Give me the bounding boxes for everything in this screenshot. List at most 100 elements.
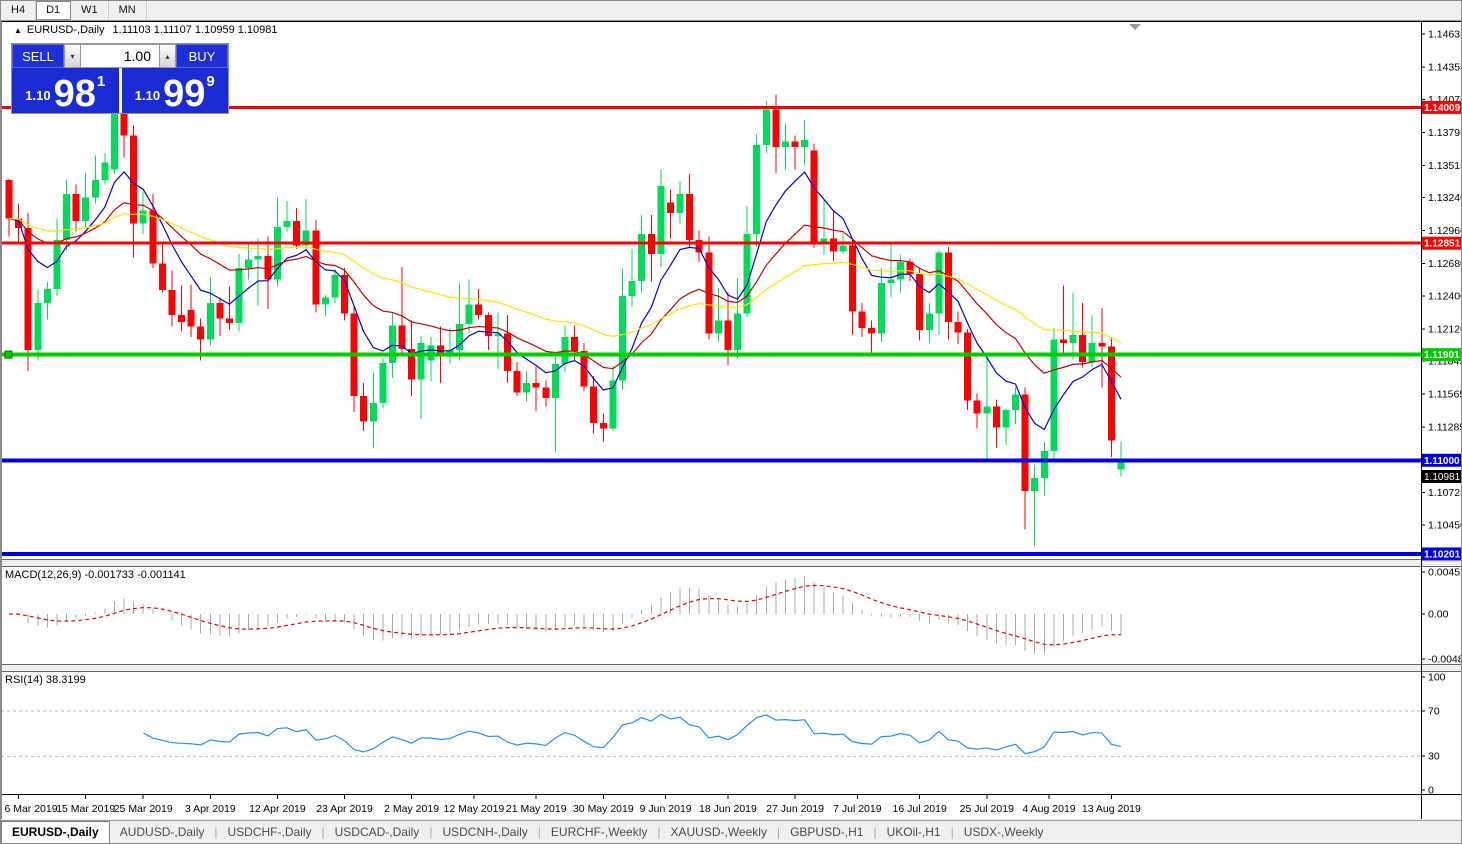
price-axis-tick: 1.12400 bbox=[1428, 291, 1462, 303]
volume-increase-icon[interactable]: ▴ bbox=[159, 44, 176, 68]
buy-price[interactable]: 1.10 99 9 bbox=[122, 68, 229, 113]
price-axis: 1.146351.143551.140751.137951.135151.132… bbox=[1421, 29, 1462, 561]
sell-price-big: 98 bbox=[53, 72, 96, 115]
ma-line-fast bbox=[8, 170, 1122, 431]
price-line-label-box bbox=[1422, 453, 1461, 467]
collapse-arrow-icon[interactable]: ▲ bbox=[14, 26, 22, 35]
chart-tab-usdcad-daily[interactable]: USDCAD-,Daily bbox=[334, 825, 420, 839]
rsi-axis-tick: 0 bbox=[1428, 785, 1434, 797]
hline-handle[interactable] bbox=[4, 350, 13, 359]
macd-histogram bbox=[18, 576, 1122, 655]
chart-canvas[interactable]: 1.146351.143551.140751.137951.135151.132… bbox=[1, 1, 1462, 823]
timeframe-button-h4[interactable]: H4 bbox=[1, 1, 37, 20]
volume-input[interactable] bbox=[81, 44, 159, 68]
price-axis-tick: 1.10450 bbox=[1428, 519, 1462, 531]
buy-price-prefix: 1.10 bbox=[134, 88, 161, 103]
date-axis-label: 9 Jun 2019 bbox=[640, 803, 692, 815]
chart-tab-usdcnh-daily[interactable]: USDCNH-,Daily bbox=[442, 825, 528, 839]
tab-separator: | bbox=[776, 825, 781, 839]
volume-decrease-icon[interactable]: ▾ bbox=[64, 44, 81, 68]
sell-button[interactable]: SELL bbox=[12, 44, 64, 68]
candles bbox=[5, 63, 1125, 546]
chart-tab-eurchf-weekly[interactable]: EURCHF-,Weekly bbox=[550, 825, 648, 839]
price-line-label-box bbox=[1422, 547, 1461, 561]
timeframe-toolbar: H4 D1 W1 MN bbox=[1, 1, 1461, 21]
chart-tab-audusd-daily[interactable]: AUDUSD-,Daily bbox=[119, 825, 205, 839]
date-axis-label: 23 Apr 2019 bbox=[316, 803, 373, 815]
price-line-label: 1.11901 bbox=[1424, 350, 1460, 361]
price-axis-tick: 1.10725 bbox=[1428, 487, 1462, 499]
sell-price[interactable]: 1.10 98 1 bbox=[12, 68, 119, 113]
date-axis-label: 15 Mar 2019 bbox=[56, 803, 115, 815]
macd-axis-tick: 0.00 bbox=[1428, 609, 1449, 621]
price-divider bbox=[118, 68, 122, 113]
chart-tab-bar: EURUSD-,Daily AUDUSD-,Daily | USDCHF-,Daily… bbox=[1, 820, 1461, 843]
chart-tab-usdx-weekly[interactable]: USDX-,Weekly bbox=[963, 825, 1044, 839]
ma-line-slow bbox=[8, 213, 1122, 344]
price-line-label-box bbox=[1422, 348, 1461, 362]
price-line-label: 1.11000 bbox=[1424, 456, 1460, 467]
tab-separator: | bbox=[214, 825, 218, 839]
tab-separator: | bbox=[537, 825, 541, 839]
rsi-axis-tick: 70 bbox=[1428, 706, 1440, 718]
sell-price-prefix: 1.10 bbox=[25, 88, 51, 103]
buy-price-big: 99 bbox=[163, 72, 206, 115]
price-line-label: 1.12851 bbox=[1424, 239, 1461, 250]
rsi-axis-tick: 30 bbox=[1428, 751, 1440, 763]
scroll-to-end-marker[interactable] bbox=[1129, 24, 1141, 30]
timeframe-button-d1[interactable]: D1 bbox=[36, 1, 72, 20]
date-axis-label: 25 Jul 2019 bbox=[960, 803, 1014, 815]
date-axis-label: 7 Jul 2019 bbox=[833, 803, 882, 815]
price-line-label-box bbox=[1422, 236, 1461, 250]
rsi-axis-tick: 100 bbox=[1428, 672, 1446, 684]
macd-indicator-label: MACD(12,26,9) -0.001733 -0.001141 bbox=[5, 569, 186, 581]
price-axis-tick: 1.13795 bbox=[1428, 127, 1462, 139]
panel-splitter[interactable] bbox=[1, 664, 1462, 671]
date-axis-label: 25 Mar 2019 bbox=[114, 803, 173, 815]
date-axis-label: 18 Jun 2019 bbox=[699, 803, 757, 815]
chart-tab-gbpusd-h1[interactable]: GBPUSD-,H1 bbox=[790, 825, 864, 839]
current-price-label-box bbox=[1422, 470, 1461, 484]
ma-line-medium bbox=[8, 202, 1122, 378]
price-axis-tick: 1.12680 bbox=[1428, 258, 1462, 270]
chart-title: ▲ EURUSD-,Daily 1.11103 1.11107 1.10959 1.… bbox=[14, 24, 278, 36]
one-click-trading-panel: SELL ▾ ▴ BUY 1.10 98 1 1.10 99 9 bbox=[11, 43, 229, 114]
sell-price-pip: 1 bbox=[96, 73, 106, 90]
macd-axis-tick: 0.004517 bbox=[1428, 567, 1462, 579]
date-axis-label: 12 Apr 2019 bbox=[249, 803, 306, 815]
macd-axis-tick: -0.004806 bbox=[1428, 654, 1462, 666]
panel-splitter[interactable] bbox=[1, 559, 1462, 566]
price-axis-tick: 1.12120 bbox=[1428, 323, 1462, 335]
rsi-indicator-label: RSI(14) 38.3199 bbox=[5, 674, 86, 686]
price-line-label: 1.10201 bbox=[1424, 549, 1461, 560]
price-axis-tick: 1.13240 bbox=[1428, 192, 1462, 204]
tab-separator: | bbox=[657, 825, 661, 839]
date-axis-label: 21 May 2019 bbox=[506, 803, 567, 815]
chart-tab-xauusd-weekly[interactable]: XAUUSD-,Weekly bbox=[670, 825, 767, 839]
date-axis-label: 2 May 2019 bbox=[384, 803, 439, 815]
timeframe-button-w1[interactable]: W1 bbox=[71, 1, 109, 20]
tab-separator: | bbox=[950, 825, 954, 839]
date-axis-label: 4 Aug 2019 bbox=[1023, 803, 1076, 815]
chart-ohlc-values: 1.11103 1.11107 1.10959 1.10981 bbox=[112, 24, 278, 36]
date-axis-label: 27 Jun 2019 bbox=[766, 803, 824, 815]
chart-tab-usdchf-daily[interactable]: USDCHF-,Daily bbox=[227, 825, 312, 839]
macd-signal-line bbox=[8, 584, 1121, 646]
price-line-label: 1.14009 bbox=[1424, 103, 1461, 114]
timeframe-button-mn[interactable]: MN bbox=[109, 1, 147, 20]
current-price-label: 1.10981 bbox=[1424, 472, 1461, 483]
chart-tab-ukoil-h1[interactable]: UKOil-,H1 bbox=[886, 825, 941, 839]
tab-separator: | bbox=[321, 825, 325, 839]
chart-tab-eurusd-daily[interactable]: EURUSD-,Daily bbox=[1, 821, 110, 843]
date-axis-label: 16 Jul 2019 bbox=[893, 803, 947, 815]
buy-button[interactable]: BUY bbox=[176, 44, 228, 68]
rsi-line bbox=[142, 713, 1122, 755]
price-axis-tick: 1.11285 bbox=[1428, 421, 1462, 433]
date-axis-label: 12 May 2019 bbox=[444, 803, 505, 815]
date-axis-label: 30 May 2019 bbox=[573, 803, 634, 815]
tab-separator: | bbox=[873, 825, 877, 839]
date-axis-label: 13 Aug 2019 bbox=[1082, 803, 1141, 815]
price-axis-tick: 1.14635 bbox=[1428, 29, 1462, 41]
chart-symbol: EURUSD-,Daily bbox=[26, 24, 105, 36]
